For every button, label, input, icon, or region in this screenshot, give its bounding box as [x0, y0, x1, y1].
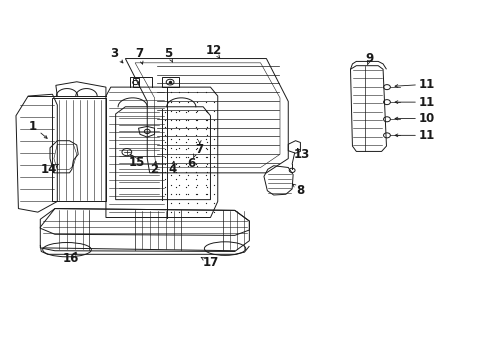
Text: 2: 2: [150, 163, 158, 176]
Text: 11: 11: [418, 96, 434, 109]
Text: 12: 12: [205, 44, 222, 57]
Text: 9: 9: [365, 52, 373, 65]
Text: 11: 11: [418, 129, 434, 142]
Text: 4: 4: [168, 163, 176, 176]
Text: 8: 8: [296, 184, 304, 197]
Text: 5: 5: [163, 47, 172, 60]
Text: 10: 10: [418, 112, 434, 125]
Text: 1: 1: [29, 120, 37, 133]
Text: 14: 14: [41, 163, 57, 176]
Text: 11: 11: [418, 78, 434, 91]
Text: 7: 7: [195, 143, 203, 156]
Text: 13: 13: [293, 148, 309, 161]
Text: 3: 3: [110, 47, 119, 60]
Text: 17: 17: [202, 256, 218, 269]
Text: 7: 7: [135, 47, 143, 60]
Text: 16: 16: [62, 252, 79, 265]
Text: 6: 6: [186, 157, 195, 170]
Text: 15: 15: [128, 156, 144, 169]
